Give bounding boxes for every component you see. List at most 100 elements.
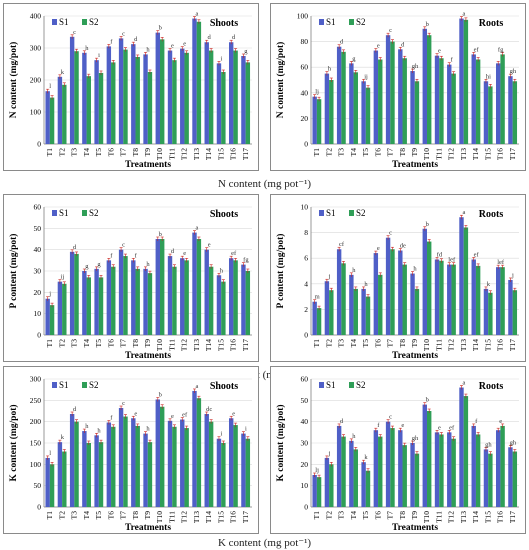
bar-s2 — [147, 72, 153, 144]
bar-s1 — [434, 55, 440, 144]
data-label: e — [377, 245, 380, 252]
x-tick-label: T3 — [70, 148, 79, 157]
bar-s1 — [192, 232, 197, 335]
x-tick-label: T5 — [361, 339, 370, 348]
bar-s2 — [365, 87, 371, 144]
x-tick-label: T2 — [57, 511, 66, 520]
x-tick-label: T16 — [496, 511, 505, 523]
bar-s1 — [241, 264, 246, 335]
bar-s2 — [49, 97, 55, 144]
data-label: lef — [448, 257, 456, 264]
x-tick-label: T9 — [410, 148, 419, 157]
x-tick-label: T10 — [422, 148, 431, 160]
x-tick-label: T7 — [119, 511, 128, 520]
chart-p-shoots: 0 10 20 30 40 50 60 j T1 ij T2 d T3 g T4 g T5 f T6 c T7 f T8 h T… — [3, 194, 259, 362]
bar-s2 — [451, 438, 456, 507]
data-label: e — [499, 418, 502, 425]
data-label: d — [340, 418, 344, 425]
bar-s2 — [512, 290, 518, 335]
data-label: e — [377, 43, 380, 50]
bar-s2 — [463, 19, 469, 145]
x-tick-label: T6 — [373, 148, 382, 157]
x-tick-label: T1 — [45, 511, 54, 520]
legend-swatch — [82, 19, 87, 25]
x-axis-label: Treatments — [392, 351, 438, 361]
bar-s1 — [228, 418, 234, 507]
legend-swatch — [349, 210, 354, 216]
data-label: b — [159, 391, 162, 398]
data-label: b — [426, 221, 429, 228]
bar-s1 — [373, 253, 379, 335]
y-tick-label: 50 — [301, 396, 309, 405]
y-tick-label: 60 — [301, 63, 309, 72]
bar-s2 — [353, 72, 358, 144]
bar-s2 — [316, 99, 322, 144]
bar-s2 — [512, 451, 518, 507]
bar-s1 — [410, 71, 415, 144]
bar-s2 — [365, 296, 371, 335]
bar-s1 — [94, 60, 99, 144]
data-label: lj — [315, 89, 319, 96]
bar-s1 — [483, 288, 489, 335]
y-tick-label: 100 — [30, 460, 42, 469]
y-axis-label: P content (mg/pot) — [8, 234, 19, 309]
data-label: h — [352, 267, 356, 274]
bar-s1 — [361, 81, 366, 144]
data-label: a — [462, 380, 465, 387]
bar-s2 — [233, 260, 238, 335]
bar-s1 — [447, 432, 452, 507]
bar-s1 — [57, 442, 63, 507]
data-label: a — [195, 225, 198, 232]
data-label: f — [377, 422, 380, 429]
bar-s2 — [475, 434, 481, 507]
data-label: g — [85, 263, 89, 270]
data-label: ef — [474, 46, 480, 53]
x-tick-label: T10 — [422, 339, 431, 351]
x-tick-label: T17 — [241, 339, 250, 351]
bar-s2 — [245, 438, 251, 507]
chart-k-roots: 0 10 20 30 40 50 60 lj T1 j T2 d T3 h T4 k T5 f T6 c T7 e T8 gh… — [270, 366, 526, 534]
x-tick-label: T17 — [241, 511, 250, 523]
x-tick-label: T17 — [508, 148, 517, 160]
y-tick-label: 10 — [301, 203, 309, 212]
bar-s1 — [69, 36, 75, 144]
bar-s1 — [398, 49, 403, 144]
x-axis-label: Treatments — [125, 523, 171, 533]
bar-s2 — [123, 256, 128, 335]
bar-s1 — [69, 251, 75, 335]
bar-s2 — [426, 411, 432, 507]
data-label: f — [451, 57, 454, 64]
bar-s2 — [341, 51, 346, 145]
legend-label: S2 — [356, 17, 366, 27]
bar-s1 — [508, 447, 513, 507]
x-tick-label: T7 — [386, 148, 395, 157]
y-tick-label: 50 — [34, 224, 42, 233]
data-label: d — [134, 36, 138, 43]
bar-s1 — [312, 301, 317, 335]
x-tick-label: T10 — [155, 339, 164, 351]
bar-s1 — [45, 91, 50, 144]
bar-s1 — [459, 217, 464, 335]
x-tick-label: T8 — [131, 339, 140, 348]
bar-s2 — [439, 434, 444, 507]
data-label: b — [159, 231, 162, 238]
legend-label: S1 — [59, 208, 69, 218]
x-tick-label: T6 — [373, 511, 382, 520]
x-tick-label: T16 — [229, 148, 238, 160]
y-axis-label: K content (mg/pot) — [275, 404, 286, 481]
bar-s2 — [208, 421, 214, 507]
bar-s1 — [422, 404, 427, 507]
data-label: h — [85, 423, 89, 430]
bar-s1 — [471, 425, 476, 507]
data-label: ef — [474, 251, 480, 258]
x-tick-label: T8 — [398, 511, 407, 520]
x-tick-label: T7 — [119, 339, 128, 348]
bar-s2 — [414, 288, 420, 335]
bar-s2 — [390, 41, 395, 144]
bar-s1 — [336, 46, 342, 144]
bar-s2 — [500, 54, 505, 144]
bar-s2 — [184, 428, 189, 507]
bar-s2 — [414, 81, 420, 144]
bar-s1 — [167, 420, 173, 507]
data-label: cf — [339, 241, 345, 248]
